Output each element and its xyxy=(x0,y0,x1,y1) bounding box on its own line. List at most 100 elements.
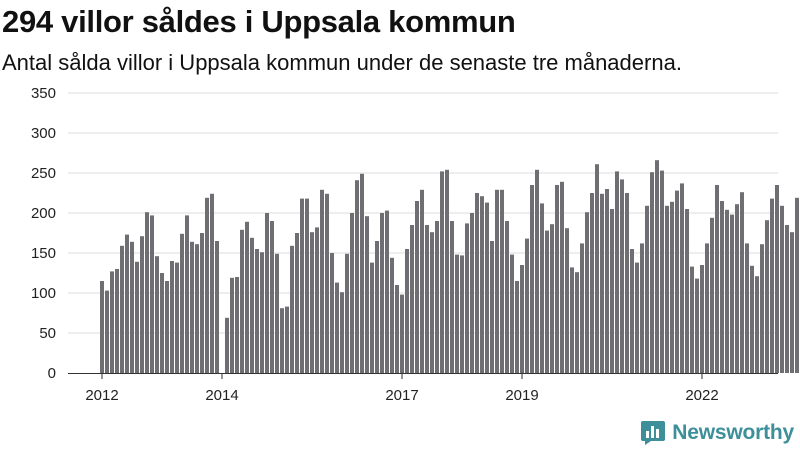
bar xyxy=(715,185,719,373)
bar xyxy=(585,212,589,373)
bar xyxy=(240,229,244,373)
bar xyxy=(675,190,679,373)
bar xyxy=(595,164,599,373)
bar xyxy=(720,201,724,373)
bar-chart-speech-bubble-icon xyxy=(641,421,666,445)
bar xyxy=(770,198,774,373)
bar xyxy=(420,189,424,373)
x-tick-label: 2022 xyxy=(685,387,718,404)
bar xyxy=(690,266,694,373)
bar xyxy=(275,253,279,373)
bar xyxy=(410,225,414,373)
bar xyxy=(625,193,629,373)
chart-subtitle: Antal sålda villor i Uppsala kommun unde… xyxy=(2,50,682,75)
bar xyxy=(310,232,314,373)
bar xyxy=(170,261,174,373)
bar xyxy=(370,262,374,373)
bar xyxy=(615,171,619,373)
bar xyxy=(495,189,499,373)
bar xyxy=(600,193,604,373)
bar xyxy=(210,193,214,373)
bar xyxy=(325,193,329,373)
bar xyxy=(280,308,284,373)
bar xyxy=(575,272,579,373)
bar xyxy=(145,212,149,373)
bar xyxy=(385,210,389,373)
bar xyxy=(215,241,219,373)
bar xyxy=(270,221,274,373)
x-axis: 201220142017201920222024 xyxy=(68,373,778,404)
y-tick-label: 50 xyxy=(39,325,56,342)
bar xyxy=(530,185,534,373)
bar xyxy=(745,243,749,373)
newsworthy-logo: Newsworthy xyxy=(640,420,794,446)
bar xyxy=(290,245,294,373)
bar xyxy=(405,249,409,373)
bar xyxy=(195,244,199,373)
bar xyxy=(250,237,254,373)
bar xyxy=(440,171,444,373)
bar xyxy=(235,277,239,373)
bar xyxy=(360,173,364,373)
bar xyxy=(680,183,684,373)
bar xyxy=(465,223,469,373)
bar xyxy=(255,249,259,373)
y-tick-label: 200 xyxy=(31,205,56,222)
bar xyxy=(545,230,549,373)
y-tick-label: 250 xyxy=(31,165,56,182)
bar xyxy=(130,241,134,373)
bar xyxy=(740,192,744,373)
bar xyxy=(795,197,799,373)
bar xyxy=(470,213,474,373)
bar xyxy=(340,292,344,373)
y-tick-label: 0 xyxy=(48,365,56,382)
bar xyxy=(580,243,584,373)
bar xyxy=(120,245,124,373)
bar xyxy=(550,224,554,373)
bar xyxy=(185,215,189,373)
bar xyxy=(225,317,229,373)
bar xyxy=(165,281,169,373)
bar xyxy=(705,243,709,373)
bar xyxy=(520,265,524,373)
bar xyxy=(710,217,714,373)
y-axis-tick-labels: 0 50 100 150 200 250 300 350 xyxy=(31,85,56,382)
x-tick-label: 2019 xyxy=(505,387,538,404)
y-tick-label: 100 xyxy=(31,285,56,302)
bar xyxy=(115,269,119,373)
bar xyxy=(515,281,519,373)
bars xyxy=(100,160,799,373)
bar xyxy=(245,221,249,373)
bar xyxy=(415,201,419,373)
bar xyxy=(320,189,324,373)
x-tick-label: 2014 xyxy=(205,387,238,404)
bar xyxy=(655,160,659,373)
bar xyxy=(480,196,484,373)
bar xyxy=(780,205,784,373)
bar xyxy=(525,238,529,373)
bar xyxy=(645,205,649,373)
bar xyxy=(695,278,699,373)
bar xyxy=(735,204,739,373)
bar xyxy=(260,252,264,373)
bar xyxy=(285,306,289,373)
bar xyxy=(765,220,769,373)
bar xyxy=(570,267,574,373)
bar xyxy=(160,273,164,373)
bar xyxy=(500,189,504,373)
bar xyxy=(510,254,514,373)
bar xyxy=(110,271,114,373)
bar xyxy=(660,170,664,373)
bar xyxy=(650,172,654,373)
x-tick-label: 2017 xyxy=(385,387,418,404)
bar xyxy=(305,198,309,373)
bar xyxy=(730,214,734,373)
bar xyxy=(450,221,454,373)
bar xyxy=(630,249,634,373)
bar xyxy=(100,281,104,373)
x-tick-label: 2012 xyxy=(85,387,118,404)
bar xyxy=(375,241,379,373)
bar xyxy=(230,277,234,373)
bar xyxy=(365,216,369,373)
